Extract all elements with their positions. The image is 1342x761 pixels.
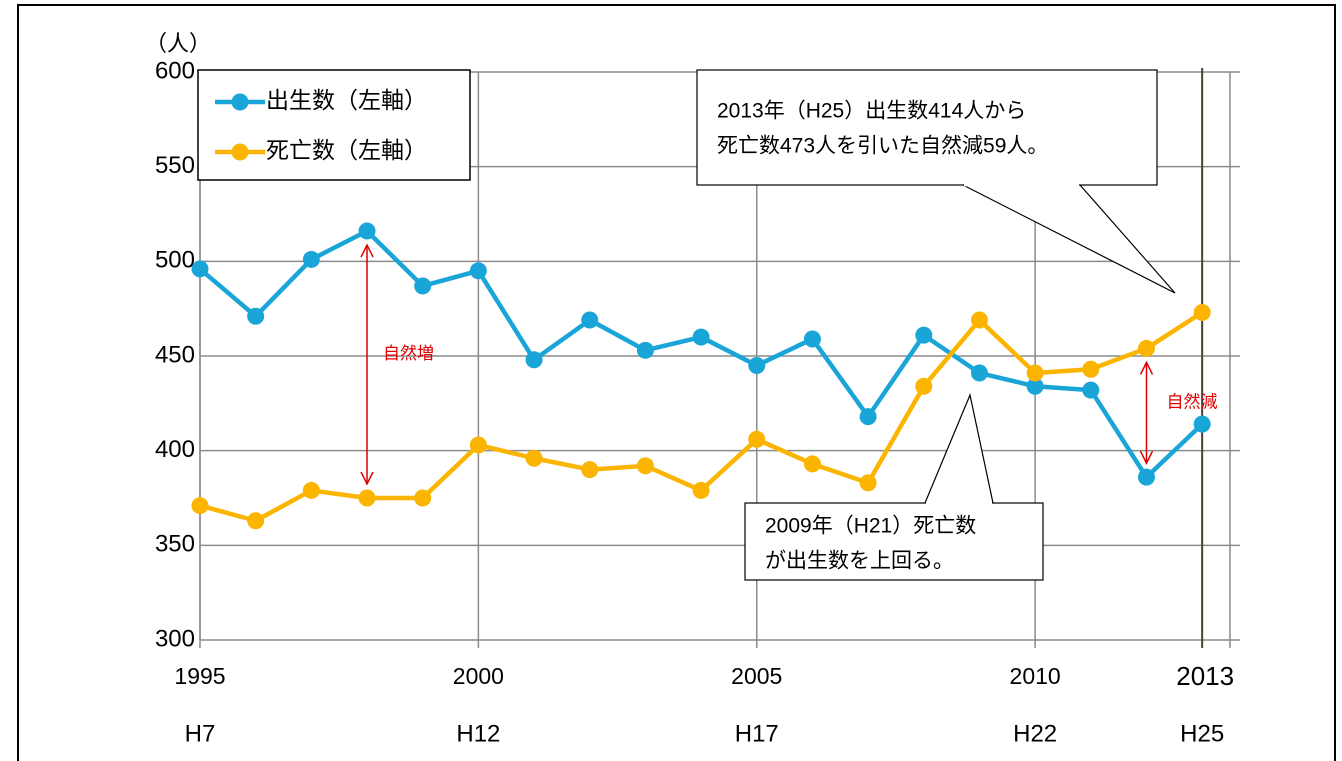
data-point (970, 311, 988, 329)
callout-box (744, 502, 1044, 581)
data-point (191, 260, 209, 278)
callout-box (696, 69, 1158, 186)
data-point (525, 351, 543, 369)
data-point (803, 330, 821, 348)
callout-tail (962, 184, 1176, 294)
arrow-head (1139, 360, 1154, 375)
gap-label: 自然減 (1166, 392, 1217, 411)
data-point (358, 222, 376, 240)
data-point (859, 474, 877, 492)
y-tick-label: 350 (155, 531, 195, 558)
data-point (414, 277, 432, 295)
data-point (191, 497, 209, 515)
arrow-head (360, 471, 374, 486)
data-point (970, 364, 988, 382)
data-point (692, 328, 710, 346)
data-point (636, 457, 654, 475)
legend-marker (231, 143, 249, 161)
data-point (358, 489, 376, 507)
data-point (469, 436, 487, 454)
callout-tail (924, 392, 994, 504)
data-point (915, 377, 933, 395)
data-point (469, 262, 487, 280)
data-point (581, 461, 599, 479)
data-point (1193, 303, 1211, 321)
callout-text: 死亡数473人を引いた自然減59人。 (717, 135, 1048, 158)
arrow-head (360, 243, 374, 258)
y-axis-label: （人） (145, 31, 211, 56)
data-point (247, 512, 265, 530)
data-point (1026, 364, 1044, 382)
arrow-head (1139, 450, 1154, 465)
data-point (525, 449, 543, 467)
series-line (198, 228, 1204, 480)
x-tick-label: 2013 (1176, 661, 1234, 691)
callout-text: 2013年（H25）出生数414人から (717, 100, 1026, 123)
data-point (1137, 339, 1155, 357)
y-tick-label: 500 (155, 247, 195, 274)
y-tick-label: 450 (155, 341, 195, 368)
data-point (414, 489, 432, 507)
x-tick-label: 2010 (1010, 663, 1061, 689)
legend-marker (231, 93, 249, 111)
data-point (1137, 468, 1155, 486)
data-point (1193, 415, 1211, 433)
x-era-label: H25 (1180, 720, 1224, 747)
data-point (581, 311, 599, 329)
data-point (302, 250, 320, 268)
callout-text: 2009年（H21）死亡数 (765, 515, 976, 538)
data-point (1082, 381, 1100, 399)
data-point (1082, 360, 1100, 378)
gap-label: 自然増 (383, 344, 434, 363)
x-era-label: H17 (735, 720, 779, 747)
callout-text: が出生数を上回る。 (765, 550, 954, 573)
y-tick-label: 600 (155, 57, 195, 84)
data-point (692, 481, 710, 499)
y-tick-label: 300 (155, 625, 195, 652)
data-point (915, 326, 933, 344)
x-era-label: H12 (456, 720, 500, 747)
data-point (247, 307, 265, 325)
legend-box (197, 69, 471, 181)
x-tick-label: 2005 (731, 663, 782, 689)
x-era-label: H7 (185, 720, 216, 747)
data-point (748, 356, 766, 374)
x-tick-label: 1995 (174, 663, 225, 689)
legend-label: 死亡数（左軸） (266, 137, 427, 163)
y-tick-label: 400 (155, 436, 195, 463)
legend-label: 出生数（左軸） (266, 87, 427, 113)
data-point (1026, 377, 1044, 395)
frame (17, 4, 1336, 761)
y-tick-label: 550 (155, 152, 195, 179)
data-point (859, 408, 877, 426)
x-tick-label: 2000 (453, 663, 504, 689)
data-point (803, 455, 821, 473)
data-point (302, 481, 320, 499)
x-era-label: H22 (1013, 720, 1057, 747)
data-point (748, 430, 766, 448)
data-point (636, 341, 654, 359)
